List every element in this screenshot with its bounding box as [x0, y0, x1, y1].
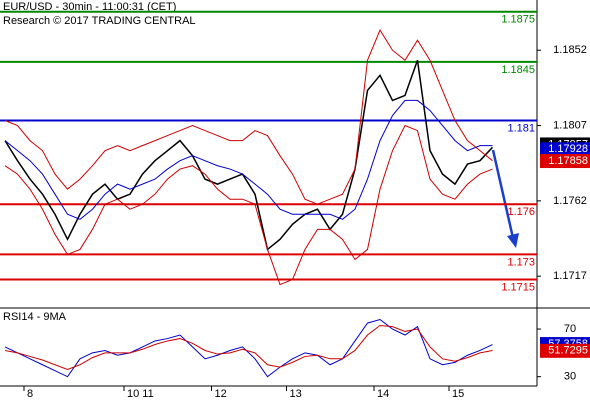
y-tick-label: 1.1717 — [553, 270, 587, 282]
series-line — [4, 60, 494, 251]
forecast-arrow — [491, 149, 515, 239]
price-tag-label: 1.17928 — [548, 143, 588, 155]
x-tick-label: 13 — [290, 388, 302, 400]
chart-subtitle: Research © 2017 TRADING CENTRAL — [3, 15, 196, 27]
y-tick-label: 30 — [564, 371, 576, 383]
y-tick-label: 1.1852 — [553, 44, 587, 56]
level-label: 1.173 — [507, 256, 535, 268]
chart-title: EUR/USD - 30min - 11:00:31 (CET) — [3, 1, 176, 13]
y-tick-label: 1.1807 — [553, 119, 587, 131]
series-line — [4, 99, 493, 220]
price-tag-label: 51.7295 — [548, 345, 588, 357]
series-line — [4, 29, 493, 205]
x-tick-label: 15 — [452, 388, 464, 400]
series-line — [4, 318, 493, 378]
y-tick-label: 70 — [564, 323, 576, 335]
x-tick-label: 10 11 — [127, 388, 154, 400]
price-tag — [540, 154, 590, 169]
x-tick-label: 8 — [27, 388, 33, 400]
rsi-title: RSI14 - 9MA — [3, 311, 67, 323]
forecast-arrowhead — [507, 233, 519, 248]
level-label: 1.176 — [507, 206, 535, 218]
price-tag — [540, 142, 590, 157]
y-tick-label: 1.1762 — [553, 195, 587, 207]
x-tick-label: 14 — [377, 388, 389, 400]
price-tag-label: 1.17858 — [548, 155, 588, 167]
level-label: 1.1875 — [501, 14, 535, 26]
price-tag — [540, 343, 590, 358]
x-tick-label: 12 — [215, 388, 227, 400]
level-label: 1.181 — [507, 122, 535, 134]
level-label: 1.1845 — [501, 64, 535, 76]
series-line — [4, 324, 493, 371]
level-label: 1.1715 — [501, 281, 535, 293]
series-line — [4, 124, 493, 286]
